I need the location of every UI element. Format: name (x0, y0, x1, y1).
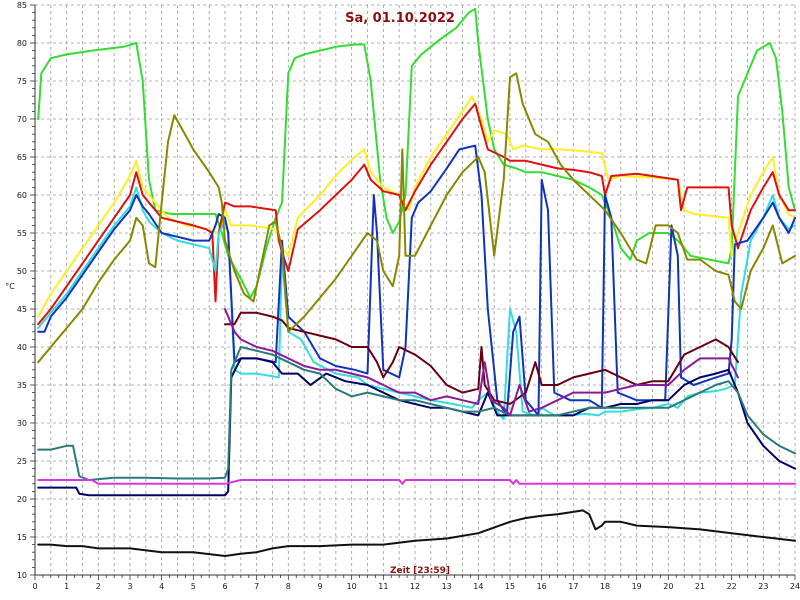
x-tick-label: 20 (663, 582, 673, 591)
y-tick-label: 25 (17, 457, 27, 466)
series-line-10 (37, 479, 796, 485)
series-line-12 (37, 509, 796, 557)
series-line-5 (37, 144, 796, 417)
series-line-11 (37, 72, 796, 364)
y-tick-label: 60 (17, 191, 27, 200)
x-tick-label: 14 (473, 582, 483, 591)
x-tick-label: 19 (632, 582, 642, 591)
x-tick-label: 23 (758, 582, 768, 591)
x-tick-label: 13 (442, 582, 452, 591)
y-tick-label: 20 (17, 495, 27, 504)
y-tick-label: 65 (17, 153, 27, 162)
x-axis-label: Zeit [23:59] (390, 566, 450, 576)
y-tick-label: 55 (17, 229, 27, 238)
x-tick-label: 10 (347, 582, 357, 591)
x-tick-label: 15 (505, 582, 515, 591)
x-tick-label: 3 (127, 582, 132, 591)
axes: 0 1 2 3 4 5 6 7 8 9 10 11 12 13 14 15 16 17 18 19 20 21 22 23 24… (17, 1, 800, 591)
x-tick-label: 22 (727, 582, 737, 591)
x-tick-label: 24 (790, 582, 800, 591)
x-tick-label: 11 (378, 582, 388, 591)
y-tick-label: 30 (17, 419, 27, 428)
x-tick-label: 1 (64, 582, 69, 591)
chart-title: Sa, 01.10.2022 (345, 11, 455, 26)
y-tick-label: 85 (17, 1, 27, 10)
x-tick-label: 2 (96, 582, 101, 591)
x-tick-label: 9 (317, 582, 322, 591)
series-line-9 (224, 308, 739, 417)
labels: Sa, 01.10.2022 Zeit [23:59] °C (5, 11, 455, 576)
y-axis-label: °C (5, 282, 15, 291)
series-line-4 (37, 186, 796, 421)
y-tick-label: 70 (17, 115, 27, 124)
y-tick-label: 75 (17, 77, 27, 86)
x-tick-label: 5 (191, 582, 196, 591)
y-tick-label: 45 (17, 305, 27, 314)
x-tick-label: 0 (32, 582, 37, 591)
x-tick-label: 6 (222, 582, 227, 591)
series-group (37, 7, 796, 557)
series-line-3 (37, 102, 796, 326)
series-line-7 (37, 346, 796, 481)
x-tick-label: 21 (695, 582, 705, 591)
x-tick-label: 8 (286, 582, 291, 591)
y-tick-label: 10 (17, 571, 27, 580)
x-tick-label: 12 (410, 582, 420, 591)
y-tick-label: 35 (17, 381, 27, 390)
y-tick-label: 15 (17, 533, 27, 542)
series-line-8 (224, 311, 739, 405)
x-tick-label: 7 (254, 582, 259, 591)
series-line-6 (37, 357, 796, 497)
y-tick-label: 50 (17, 267, 27, 276)
x-tick-label: 16 (537, 582, 547, 591)
y-tick-label: 40 (17, 343, 27, 352)
x-tick-label: 17 (568, 582, 578, 591)
x-tick-label: 18 (600, 582, 610, 591)
x-tick-label: 4 (159, 582, 164, 591)
y-tick-label: 80 (17, 39, 27, 48)
